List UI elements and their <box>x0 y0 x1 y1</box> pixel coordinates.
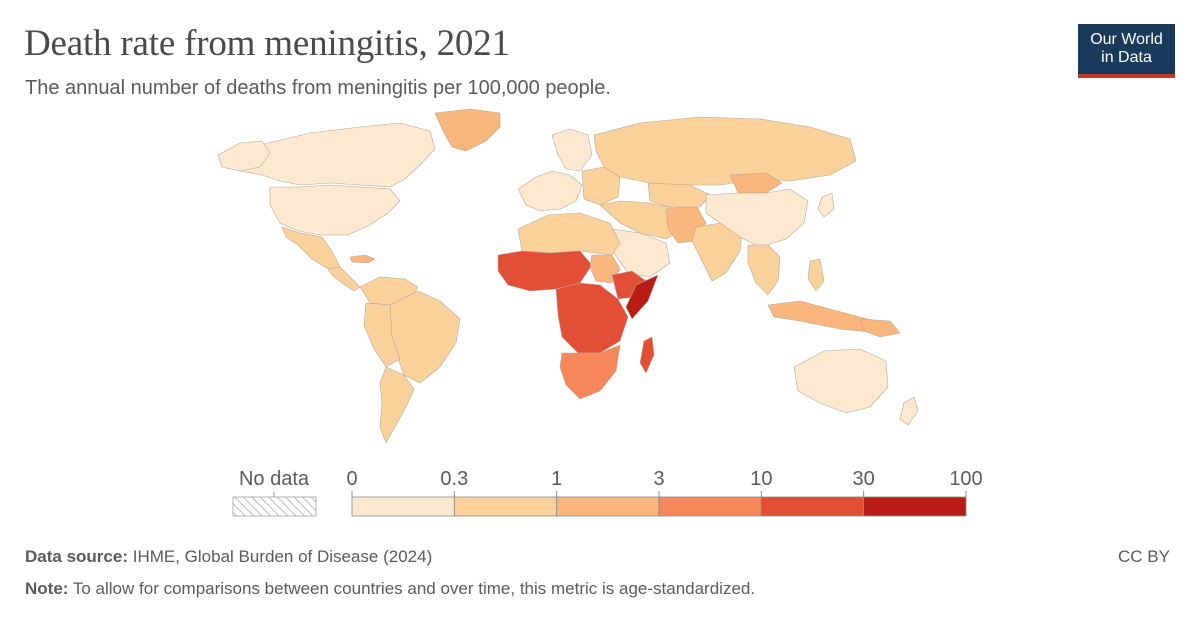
somalia[interactable] <box>625 274 659 320</box>
legend-bin-4[interactable] <box>760 496 865 517</box>
argentina-chile[interactable] <box>379 366 415 444</box>
russia[interactable] <box>593 116 857 186</box>
legend-bin-0[interactable] <box>351 496 455 517</box>
southern-africa[interactable] <box>559 344 621 400</box>
brazil[interactable] <box>385 290 461 384</box>
legend-tick-label-4: 10 <box>750 468 772 490</box>
legend-bin-1[interactable] <box>453 496 558 517</box>
canada[interactable] <box>219 122 436 188</box>
data-source-text[interactable]: IHME, Global Burden of Disease (2024) <box>132 547 433 566</box>
usa[interactable] <box>269 184 401 236</box>
legend-no-data-swatch[interactable] <box>232 496 317 517</box>
scandinavia[interactable] <box>551 128 593 172</box>
china[interactable] <box>705 188 809 248</box>
note: Note: To allow for comparisons between c… <box>25 579 755 599</box>
alaska[interactable] <box>217 140 271 172</box>
australia[interactable] <box>793 348 889 414</box>
caribbean[interactable] <box>349 254 376 264</box>
greenland[interactable] <box>434 108 501 152</box>
europe-west[interactable] <box>517 170 583 212</box>
mongolia[interactable] <box>729 172 783 194</box>
peru-bolivia[interactable] <box>363 302 401 368</box>
logo-line-2: in Data <box>1101 49 1152 66</box>
chart-subtitle: The annual number of deaths from meningi… <box>25 77 611 99</box>
central-africa[interactable] <box>555 282 629 354</box>
legend-tick-label-1: 0.3 <box>440 468 468 490</box>
legend-no-data-label: No data <box>239 468 310 490</box>
north-africa[interactable] <box>517 212 621 256</box>
legend-bin-2[interactable] <box>556 496 660 517</box>
data-source-label: Data source: <box>25 547 128 566</box>
note-text: To allow for comparisons between countri… <box>72 579 756 598</box>
central-america[interactable] <box>327 266 361 292</box>
kazakhstan[interactable] <box>647 182 711 208</box>
chart-title: Death rate from meningitis, 2021 <box>24 23 510 64</box>
legend-tick-label-0: 0 <box>346 468 357 490</box>
papua-new-guinea[interactable] <box>859 318 901 338</box>
legend-bin-3[interactable] <box>658 496 762 517</box>
legend-tick-label-3: 3 <box>653 468 664 490</box>
license[interactable]: CC BY <box>1118 547 1170 566</box>
arabia[interactable] <box>611 228 671 278</box>
southeast-asia[interactable] <box>747 244 781 296</box>
legend-tick-label-2: 1 <box>551 468 562 490</box>
japan[interactable] <box>817 192 835 218</box>
legend-bin-5[interactable] <box>863 496 967 517</box>
new-zealand[interactable] <box>899 396 919 426</box>
note-label: Note: <box>25 579 69 598</box>
world-map[interactable] <box>200 105 980 450</box>
legend-tick-label-5: 30 <box>853 468 875 490</box>
legend-tick-label-6: 100 <box>949 468 982 490</box>
data-source: Data source: IHME, Global Burden of Dise… <box>25 547 432 567</box>
philippines[interactable] <box>807 258 825 292</box>
logo-line-1: Our World <box>1090 31 1163 48</box>
owid-logo[interactable]: Our World in Data <box>1078 24 1175 78</box>
madagascar[interactable] <box>639 336 655 374</box>
